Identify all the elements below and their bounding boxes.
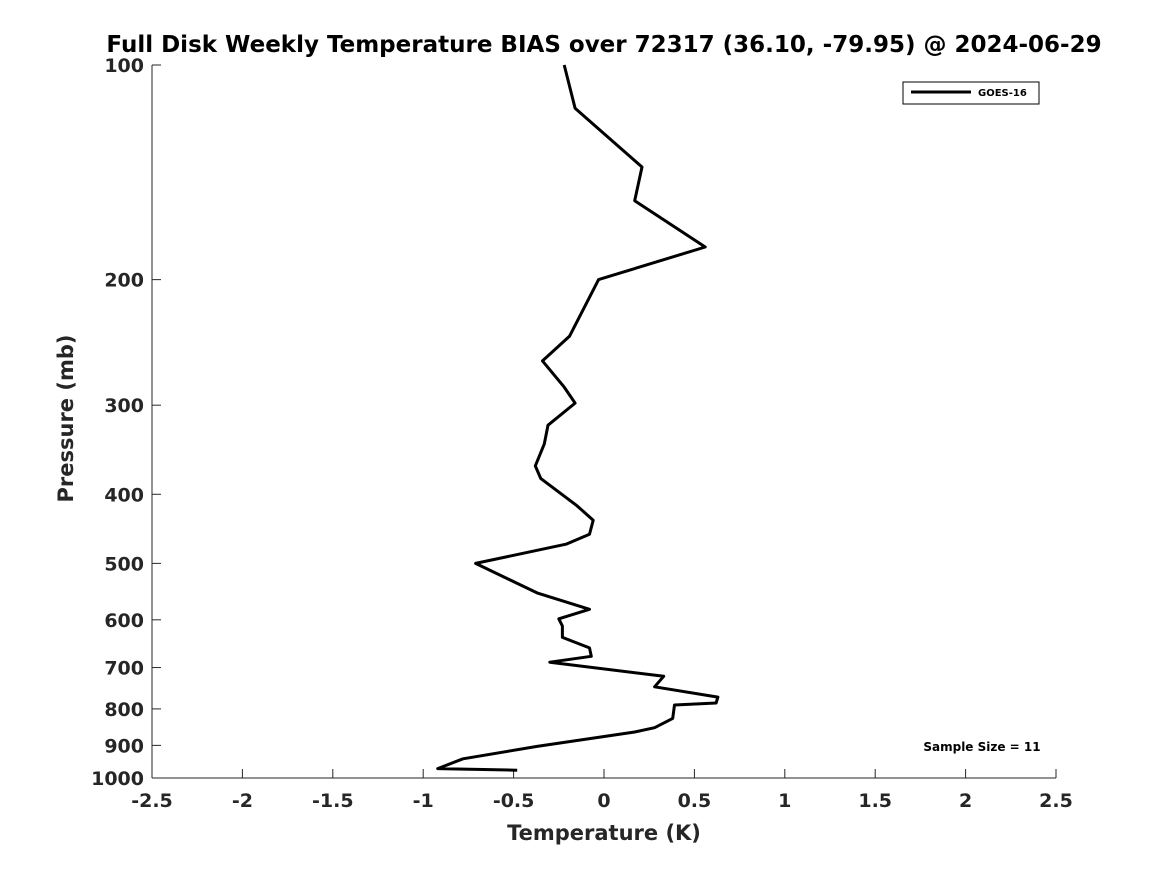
x-tick-label: 0.5	[678, 790, 712, 812]
x-tick-label: -0.5	[493, 790, 535, 812]
y-axis-ticks: 100 200 300 400 500 600 700 800 900 1000	[91, 55, 161, 790]
sample-size-annotation: Sample Size = 11	[923, 740, 1040, 754]
y-tick-label: 600	[104, 610, 144, 632]
y-tick-label: 400	[104, 484, 144, 506]
legend-label-goes-16: GOES-16	[978, 88, 1027, 99]
chart-title: Full Disk Weekly Temperature BIAS over 7…	[106, 32, 1101, 58]
x-tick-label: -2	[232, 790, 253, 812]
x-axis-label: Temperature (K)	[507, 821, 701, 845]
series-line-goes-16	[436, 64, 720, 772]
y-tick-label: 700	[104, 658, 144, 680]
y-tick-label: 200	[104, 270, 144, 292]
x-tick-label: 2.5	[1039, 790, 1073, 812]
x-tick-label: -1	[413, 790, 434, 812]
x-tick-label: -2.5	[131, 790, 173, 812]
x-axis-ticks: -2.5 -2 -1.5 -1 -0.5 0 0.5 1 1.5 2 2.5	[131, 769, 1073, 812]
x-tick-label: -1.5	[312, 790, 354, 812]
y-axis-label: Pressure (mb)	[54, 335, 78, 503]
plot-area	[152, 65, 1056, 778]
x-tick-label: 2	[959, 790, 972, 812]
x-tick-label: 1	[778, 790, 791, 812]
y-tick-label: 800	[104, 699, 144, 721]
y-tick-label: 1000	[91, 768, 144, 790]
y-tick-label: 300	[104, 395, 144, 417]
legend: GOES-16	[902, 81, 1040, 105]
y-tick-label: 500	[104, 553, 144, 575]
x-tick-label: 0	[597, 790, 610, 812]
y-tick-label: 900	[104, 735, 144, 757]
x-tick-label: 1.5	[858, 790, 892, 812]
y-tick-label: 100	[104, 55, 144, 77]
